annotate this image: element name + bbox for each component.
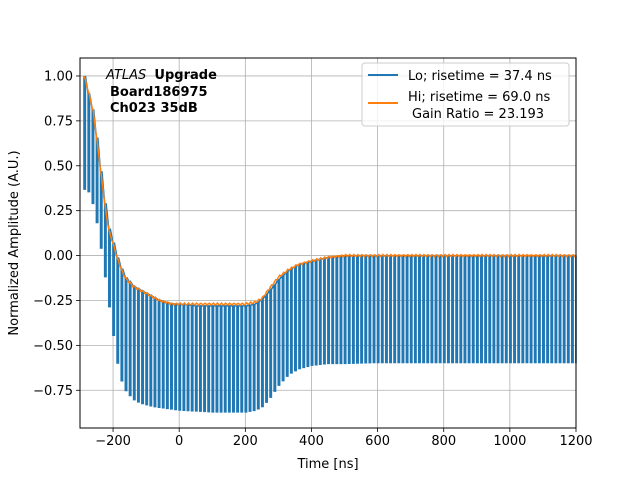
atlas-tag: Upgrade bbox=[154, 68, 217, 83]
y-tick-label: 1.00 bbox=[44, 69, 73, 84]
x-tick-label: 400 bbox=[299, 434, 324, 449]
legend-label-lo: Lo; risetime = 37.4 ns bbox=[408, 69, 552, 84]
x-tick-label: −200 bbox=[95, 434, 131, 449]
x-tick-label: 800 bbox=[431, 434, 456, 449]
x-tick-label: 200 bbox=[233, 434, 258, 449]
legend: Lo; risetime = 37.4 ns Hi; risetime = 69… bbox=[361, 62, 570, 127]
series-hi-line bbox=[83, 75, 577, 307]
board-label: Board186975 bbox=[110, 85, 208, 100]
y-tick-label: −0.50 bbox=[33, 339, 73, 354]
data-layer bbox=[83, 75, 577, 413]
x-axis-label: Time [ns] bbox=[296, 457, 358, 472]
tick-layer: −200 0 200 400 600 800 1000 1200 −0.75 −0.50 −0.25… bbox=[33, 69, 592, 449]
y-tick-label: 0.00 bbox=[44, 249, 73, 264]
y-axis-label: Normalized Amplitude (A.U.) bbox=[7, 150, 22, 335]
channel-label: Ch023 35dB bbox=[110, 101, 198, 116]
y-tick-label: −0.25 bbox=[33, 294, 73, 309]
y-tick-label: 0.75 bbox=[44, 114, 73, 129]
y-tick-label: 0.50 bbox=[44, 159, 73, 174]
legend-box bbox=[361, 62, 570, 127]
x-tick-label: 0 bbox=[175, 434, 183, 449]
legend-label-hi: Hi; risetime = 69.0 ns bbox=[408, 90, 550, 105]
x-tick-label: 1000 bbox=[493, 434, 526, 449]
atlas-annotation: ATLAS Upgrade Board186975 Ch023 35dB bbox=[105, 68, 217, 116]
legend-label-gain-ratio: Gain Ratio = 23.193 bbox=[412, 107, 544, 122]
y-tick-label: −0.75 bbox=[33, 384, 73, 399]
axes-frame bbox=[79, 57, 577, 429]
x-tick-label: 1200 bbox=[559, 434, 592, 449]
y-tick-label: 0.25 bbox=[44, 204, 73, 219]
svg-text:ATLAS Upgrade: ATLAS Upgrade bbox=[105, 68, 217, 83]
x-tick-label: 600 bbox=[365, 434, 390, 449]
atlas-label: ATLAS bbox=[105, 68, 146, 83]
